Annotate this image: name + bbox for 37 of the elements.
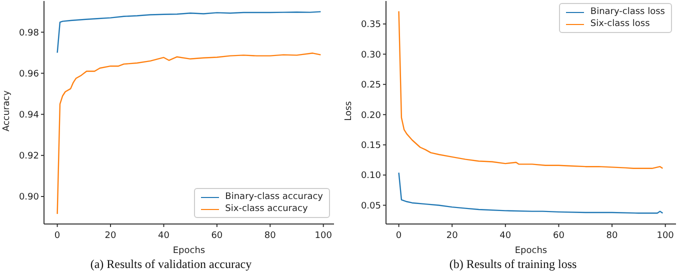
x-tick-label: 0 xyxy=(54,231,60,241)
x-tick-label: 100 xyxy=(314,231,332,241)
text: (a) Results of validation accuracy xyxy=(89,257,253,272)
y-axis-title: Accuracy xyxy=(2,90,12,132)
y-tick-label: 0.98 xyxy=(18,28,40,38)
legend-label: Six-class loss xyxy=(590,18,650,30)
y-tick-label: 0.20 xyxy=(360,110,382,121)
x-tick-label: 20 xyxy=(104,231,117,241)
y-tick-label: 0.30 xyxy=(360,50,382,60)
y-tick-label: 0.35 xyxy=(360,20,381,30)
y-axis-title: Loss xyxy=(344,101,354,121)
x-tick-label: 60 xyxy=(211,231,223,241)
x-tick-label: 40 xyxy=(158,231,170,241)
legend-label: Binary-class loss xyxy=(590,6,665,18)
y-tick-label: 0.05 xyxy=(360,201,381,212)
x-tick-label: 100 xyxy=(656,231,674,241)
y-tick-label: 0.25 xyxy=(360,80,381,91)
line-series xyxy=(398,172,664,214)
y-tick-label: 0.96 xyxy=(18,69,40,80)
text: (b) Results of training loss xyxy=(448,257,578,272)
line-series xyxy=(56,52,322,215)
x-axis-title: Epochs xyxy=(514,246,548,256)
y-tick-label: 0.15 xyxy=(360,141,381,152)
legend-label: Six-class accuracy xyxy=(225,203,308,215)
x-tick-label: 80 xyxy=(264,231,276,241)
y-tick-label: 0.90 xyxy=(18,192,40,203)
y-tick-label: 0.94 xyxy=(18,110,40,121)
x-tick-label: 80 xyxy=(606,231,618,241)
line-series xyxy=(56,11,322,54)
legend-label: Binary-class accuracy xyxy=(225,191,323,203)
x-axis-title: Epochs xyxy=(172,246,206,256)
y-tick-label: 0.92 xyxy=(18,152,39,162)
x-tick-label: 40 xyxy=(500,231,512,241)
x-tick-label: 60 xyxy=(552,231,565,241)
y-tick-label: 0.10 xyxy=(360,171,382,182)
x-tick-label: 20 xyxy=(446,231,458,241)
x-tick-label: 0 xyxy=(396,231,402,241)
